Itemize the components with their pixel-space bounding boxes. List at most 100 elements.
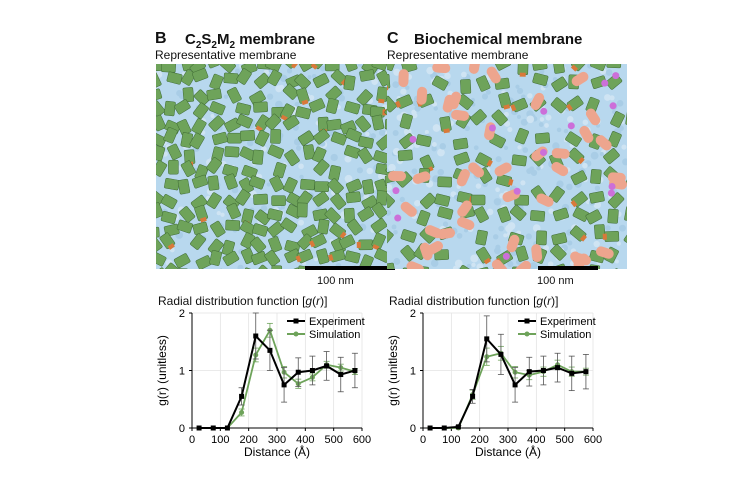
lipid-dot	[308, 94, 315, 101]
panel-b-title: C2S2M2 membrane	[185, 31, 316, 51]
complex-particle	[388, 170, 407, 182]
protein-particle	[210, 220, 226, 238]
panel-b-letter: B	[155, 30, 167, 47]
lipid-dot	[594, 185, 601, 191]
lipid-dot	[280, 205, 285, 210]
protein-particle	[177, 178, 191, 195]
lipid-dot	[405, 85, 410, 90]
protein-particle	[223, 173, 238, 190]
protein-particle	[240, 247, 256, 265]
protein-particle	[434, 249, 450, 261]
complex-particle	[451, 109, 470, 121]
lipid-dot	[532, 224, 541, 232]
protein-particle	[280, 64, 298, 69]
lipid-dot	[461, 71, 467, 78]
protein-particle	[156, 235, 163, 253]
lipid-dot	[527, 93, 533, 99]
x-tick-label: 600	[353, 434, 371, 446]
y-axis-label: g(r) (unitless)	[386, 335, 400, 406]
complex-particle	[551, 161, 569, 177]
gr-title-c: Radial distribution function [g(r)]	[389, 294, 559, 308]
lipid-dot	[599, 151, 604, 157]
lipid-dot	[475, 183, 482, 189]
protein-particle	[589, 191, 605, 204]
magenta-particle	[609, 102, 617, 110]
lipid-dot	[311, 73, 317, 79]
protein-particle	[190, 233, 206, 250]
protein-particle	[253, 101, 268, 113]
gr-title-b: Radial distribution function [g(r)]	[158, 294, 328, 308]
lipid-dot	[431, 142, 437, 147]
protein-particle	[550, 244, 567, 261]
protein-particle	[387, 262, 396, 269]
lipid-dot	[471, 262, 476, 268]
x-tick-label: 500	[324, 434, 342, 446]
data-point-experiment	[569, 370, 575, 376]
lipid-dot	[456, 232, 463, 239]
protein-particle	[265, 64, 282, 73]
protein-particle	[221, 239, 235, 256]
membrane-texture	[156, 64, 396, 269]
complex-particle	[596, 246, 614, 259]
lipid-dot	[522, 147, 529, 153]
protein-particle	[156, 160, 168, 177]
lipid-dot	[338, 94, 346, 102]
complex-particle	[486, 66, 501, 84]
panel-b-subtitle: Representative membrane	[155, 48, 297, 62]
lipid-dot	[466, 263, 472, 269]
lipid-dot	[430, 259, 439, 267]
protein-particle	[164, 100, 176, 117]
protein-particle	[355, 115, 372, 133]
data-point-experiment	[224, 425, 230, 431]
protein-particle	[194, 204, 208, 223]
lipid-dot	[357, 64, 363, 67]
protein-particle	[327, 178, 344, 195]
lipid-dot	[516, 87, 524, 95]
protein-particle	[437, 176, 453, 188]
protein-particle	[607, 268, 624, 269]
complex-particle	[595, 135, 612, 151]
protein-particle	[624, 206, 627, 222]
lipid-dot	[619, 224, 626, 232]
lipid-dot	[437, 148, 445, 157]
protein-particle	[254, 130, 270, 147]
protein-particle	[400, 245, 417, 262]
protein-particle	[344, 250, 361, 264]
protein-particle	[470, 109, 487, 126]
protein-particle	[296, 202, 308, 218]
protein-particle	[376, 86, 389, 104]
protein-particle	[156, 88, 163, 102]
lipid-dot	[275, 85, 283, 93]
protein-particle	[517, 64, 529, 77]
lipid-dot	[604, 94, 611, 101]
lipid-dot	[320, 65, 326, 72]
x-tick-label: 300	[499, 434, 517, 446]
lipid-dot	[393, 258, 401, 265]
data-point-experiment	[583, 369, 589, 375]
lipid-dot	[566, 116, 574, 123]
magenta-particle	[601, 79, 609, 87]
legend-swatch-marker	[524, 331, 530, 337]
data-point-experiment	[324, 363, 330, 369]
protein-particle	[431, 75, 449, 91]
legend-swatch-marker	[293, 331, 299, 337]
lipid-dot	[622, 158, 627, 166]
magenta-particle	[539, 148, 547, 156]
lipid-dot	[298, 163, 304, 170]
protein-particle	[590, 64, 607, 72]
lipid-dot	[439, 143, 447, 150]
protein-particle	[253, 193, 269, 205]
protein-particle	[475, 75, 491, 92]
lipid-dot	[442, 221, 449, 227]
protein-particle	[496, 173, 514, 187]
protein-particle	[312, 146, 327, 164]
complex-particle	[442, 94, 455, 113]
magenta-particle	[612, 72, 620, 80]
lipid-dot	[493, 234, 499, 240]
protein-particle	[509, 204, 527, 221]
protein-particle	[207, 175, 220, 191]
protein-particle	[226, 87, 242, 104]
y-tick-label: 2	[179, 308, 185, 320]
complex-particle	[416, 86, 428, 105]
protein-particle	[174, 99, 191, 115]
